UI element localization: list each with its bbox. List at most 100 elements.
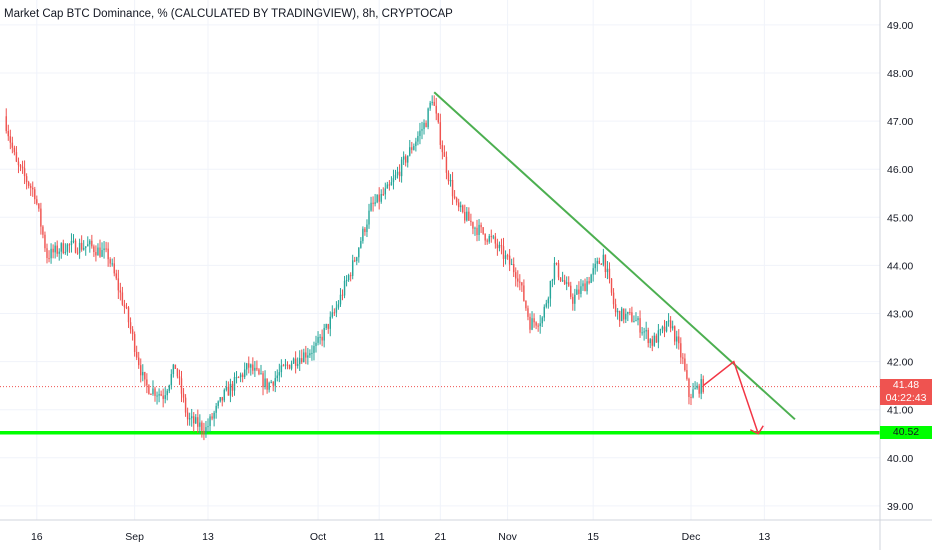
candle-body	[510, 264, 513, 266]
candle-body	[498, 245, 501, 249]
candle-body	[378, 194, 380, 202]
candle-body	[449, 179, 452, 182]
candle-body	[113, 263, 115, 274]
candle-body	[34, 189, 36, 200]
candle-body	[38, 203, 40, 209]
candle-body	[243, 369, 246, 377]
candle-body	[641, 332, 643, 334]
candle-body	[309, 353, 311, 356]
candle-body	[195, 417, 197, 424]
candle-body	[427, 108, 429, 128]
candle-body	[180, 378, 183, 394]
candle-body	[488, 236, 490, 242]
candle-body	[272, 381, 274, 386]
candle-body	[618, 310, 621, 322]
candle-body	[32, 187, 34, 190]
candle-body	[400, 159, 403, 177]
candle-body	[17, 161, 20, 166]
candle-body	[7, 131, 9, 137]
candle-body	[40, 208, 42, 227]
candle-body	[282, 365, 285, 367]
candle-body	[182, 393, 185, 398]
candle-body	[89, 240, 91, 245]
candle-body	[563, 280, 566, 284]
candle-body	[201, 422, 203, 431]
projection-arrowhead	[749, 425, 764, 435]
candle-body	[345, 280, 348, 282]
candle-body	[256, 367, 258, 370]
candle-body	[11, 142, 14, 148]
candle-body	[99, 247, 101, 257]
candle-body	[659, 329, 662, 331]
candle-body	[620, 308, 623, 322]
candle-body	[570, 285, 572, 297]
candle-body	[121, 292, 124, 305]
candle-body	[396, 171, 399, 175]
candle-body	[472, 222, 474, 229]
y-tick-label: 44.00	[887, 260, 913, 272]
candle-body	[374, 202, 376, 204]
candle-body	[258, 369, 260, 375]
candle-body	[248, 363, 250, 368]
candle-body	[158, 394, 160, 396]
candle-body	[166, 390, 168, 396]
candle-body	[311, 352, 313, 354]
candle-body	[631, 312, 633, 322]
candle-body	[317, 337, 319, 343]
candle-body	[598, 260, 601, 264]
candle-body	[292, 358, 295, 364]
candle-body	[457, 202, 460, 208]
candle-body	[433, 101, 435, 106]
candle-body	[459, 205, 462, 208]
candle-body	[588, 281, 590, 283]
candle-body	[142, 372, 144, 376]
candle-body	[131, 329, 134, 335]
candle-body	[215, 405, 217, 413]
candle-body	[584, 283, 586, 292]
candle-body	[592, 268, 594, 275]
candle-body	[123, 304, 126, 308]
support-layer	[0, 386, 880, 435]
candle-body	[453, 196, 456, 199]
x-tick-label: 13	[202, 531, 214, 543]
candle-body	[148, 385, 150, 395]
candle-body	[188, 418, 191, 420]
candle-body	[492, 236, 495, 238]
candle-body	[268, 382, 270, 390]
candle-body	[504, 255, 507, 259]
candle-body	[439, 122, 442, 145]
candle-body	[329, 316, 331, 329]
candle-body	[529, 316, 531, 330]
candle-body	[305, 352, 307, 358]
candle-body	[323, 327, 325, 341]
candle-body	[125, 307, 128, 309]
candle-body	[645, 330, 647, 332]
candle-body	[512, 264, 515, 273]
candle-body	[466, 211, 468, 221]
x-tick-label: Oct	[310, 531, 326, 543]
candle-body	[429, 102, 431, 109]
candle-body	[193, 416, 195, 424]
candle-body	[276, 375, 279, 379]
candle-body	[60, 243, 62, 252]
candle-body	[372, 202, 374, 204]
candle-body	[351, 260, 354, 276]
candle-body	[531, 318, 533, 330]
candle-body	[270, 381, 272, 383]
candle-body	[301, 358, 303, 363]
candle-body	[72, 240, 75, 242]
candle-body	[600, 263, 603, 265]
candle-body	[107, 248, 109, 260]
candle-body	[207, 425, 209, 428]
candle-body	[174, 364, 177, 369]
candle-body	[264, 378, 266, 388]
candle-body	[205, 427, 207, 434]
projection-path	[702, 360, 759, 434]
candle-body	[362, 228, 364, 242]
candle-body	[555, 262, 558, 264]
x-tick-label: Sep	[125, 531, 144, 543]
candle-body	[580, 286, 582, 294]
candle-body	[502, 246, 505, 259]
